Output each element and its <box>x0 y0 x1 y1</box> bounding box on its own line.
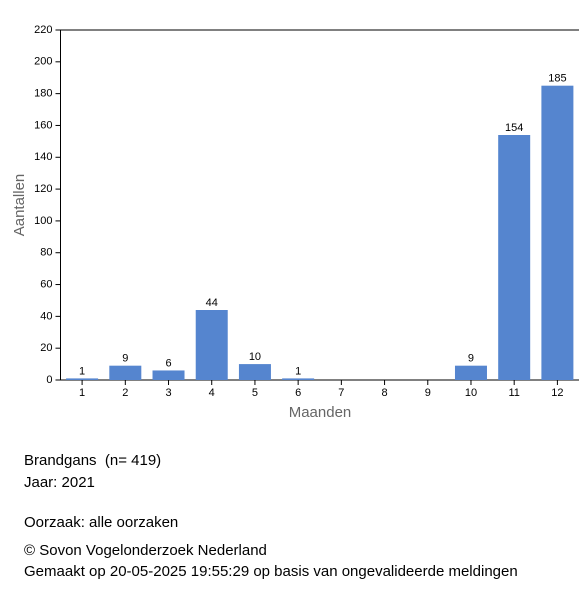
y-tick-label: 180 <box>34 88 52 100</box>
value-label: 9 <box>122 353 128 365</box>
y-tick-label: 20 <box>40 342 52 354</box>
y-tick-label: 140 <box>34 151 52 163</box>
value-label: 1 <box>79 365 85 377</box>
y-tick-label: 0 <box>46 374 52 386</box>
y-tick-label: 40 <box>40 310 52 322</box>
value-label: 9 <box>468 353 474 365</box>
x-axis-title: Maanden <box>289 404 352 421</box>
bar <box>282 378 315 380</box>
value-label: 154 <box>505 122 523 134</box>
y-tick-label: 100 <box>34 215 52 227</box>
x-tick-label: 12 <box>551 387 563 399</box>
value-label: 10 <box>249 351 261 363</box>
x-tick-label: 3 <box>165 387 171 399</box>
copyright: © Sovon Vogelonderzoek Nederland <box>24 542 267 559</box>
y-axis-title: Aantallen <box>11 174 28 237</box>
y-tick-label: 200 <box>34 56 52 68</box>
x-tick-label: 1 <box>79 387 85 399</box>
y-tick-label: 60 <box>40 278 52 290</box>
cause: Oorzaak: alle oorzaken <box>24 514 179 531</box>
x-tick-label: 10 <box>465 387 477 399</box>
y-tick-label: 220 <box>34 24 52 36</box>
x-tick-label: 5 <box>252 387 258 399</box>
x-tick-label: 9 <box>425 387 431 399</box>
x-tick-label: 6 <box>295 387 301 399</box>
x-tick-label: 11 <box>508 387 519 399</box>
bar <box>498 135 531 380</box>
bar <box>152 370 185 380</box>
made-note: Gemaakt op 20-05-2025 19:55:29 op basis … <box>24 563 518 580</box>
value-label: 6 <box>165 357 171 369</box>
value-label: 44 <box>206 297 218 309</box>
value-label: 185 <box>548 73 566 85</box>
y-tick-label: 80 <box>40 247 52 259</box>
year: Jaar: 2021 <box>24 474 95 491</box>
chart: Maanden Aantallen 0 20 40 60 80 100 120 140 160 1… <box>11 24 579 421</box>
x-tick-label: 8 <box>382 387 388 399</box>
bar <box>66 378 99 380</box>
species: Brandgans (n= 419) <box>24 452 162 469</box>
bar <box>238 364 271 380</box>
value-label: 1 <box>295 365 301 377</box>
x-tick-label: 7 <box>338 387 344 399</box>
bar <box>454 365 487 380</box>
bar <box>541 85 574 380</box>
bar <box>109 365 142 380</box>
y-tick-label: 160 <box>34 119 52 131</box>
x-tick-label: 2 <box>122 387 128 399</box>
y-tick-label: 120 <box>34 183 52 195</box>
bar <box>195 310 228 380</box>
x-tick-label: 4 <box>209 387 215 399</box>
